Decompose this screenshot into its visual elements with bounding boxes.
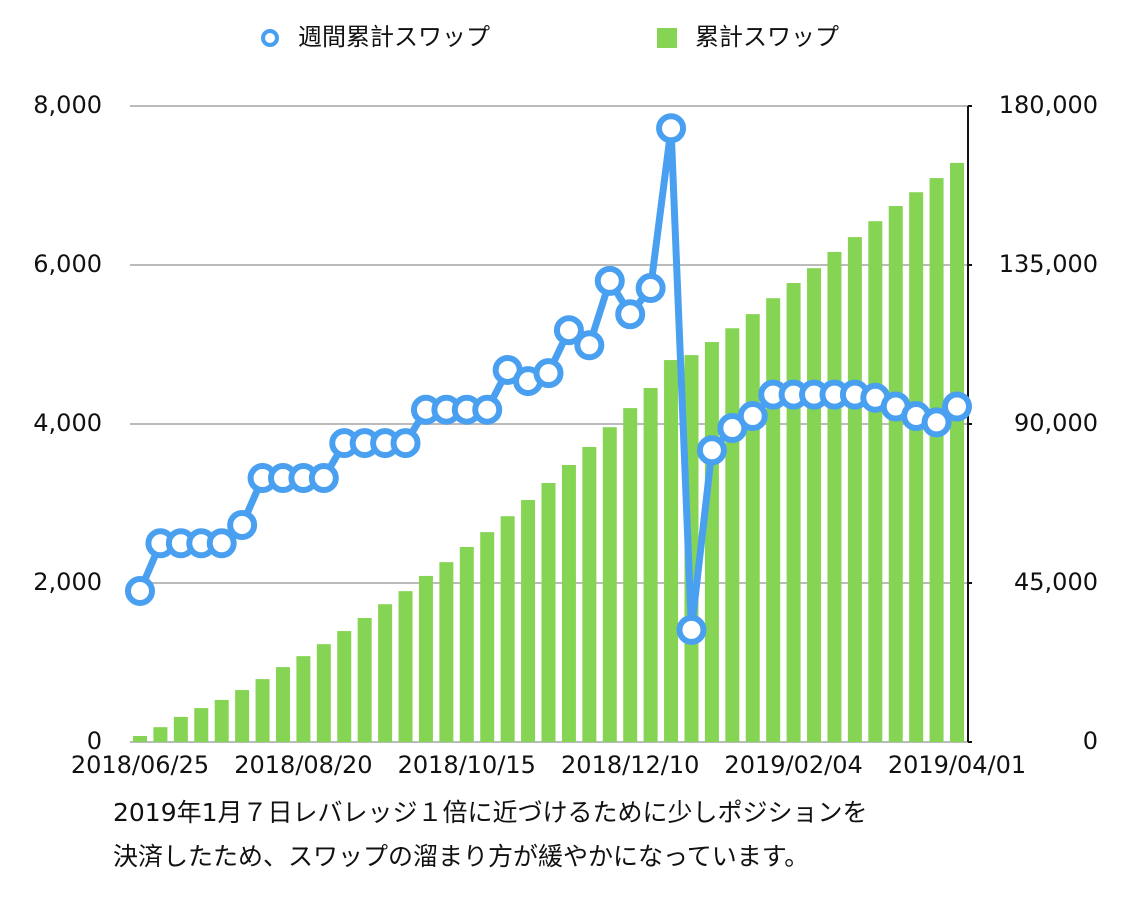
x-tick-label: 2018/12/10 (561, 751, 699, 779)
point (656, 113, 687, 144)
point (227, 509, 258, 540)
x-tick-label: 2019/04/01 (888, 751, 1026, 779)
bar (316, 644, 331, 742)
annotation: 決済したため、スワップの溜まり方が緩やかになっています。 (113, 842, 809, 871)
bar (418, 575, 433, 742)
point (635, 273, 666, 304)
point (737, 401, 768, 432)
bar (827, 251, 842, 742)
point (553, 315, 584, 346)
bar (929, 178, 944, 742)
point (308, 463, 339, 494)
point (390, 428, 421, 459)
y2-tick-label: 135,000 (999, 250, 1098, 278)
point (676, 614, 707, 645)
bar (582, 446, 597, 742)
bar (950, 162, 964, 743)
y-tick-label: 2,000 (33, 568, 102, 596)
legend-label: 週間累計スワップ (298, 23, 490, 51)
point (574, 330, 605, 361)
point (206, 528, 237, 559)
bar (664, 360, 679, 742)
point (533, 358, 564, 389)
point (125, 575, 155, 606)
point (472, 394, 503, 425)
bar (398, 591, 413, 742)
bar (133, 735, 147, 742)
bar (337, 631, 352, 742)
bar (439, 562, 454, 742)
bar (602, 427, 617, 742)
point (615, 299, 646, 330)
bar (194, 708, 209, 742)
bar (378, 604, 393, 742)
annotation: 2019年1月７日レバレッジ１倍に近づけるために少しポジションを (113, 798, 868, 827)
point (921, 407, 952, 438)
bar (173, 716, 188, 742)
bar (766, 298, 781, 742)
y2-tick-label: 45,000 (1014, 568, 1098, 596)
bar (275, 667, 290, 742)
bar (357, 617, 372, 742)
legend-marker (657, 28, 677, 48)
y-tick-label: 8,000 (33, 91, 102, 119)
y2-tick-label: 180,000 (999, 91, 1098, 119)
y2-tick-label: 90,000 (1014, 409, 1098, 437)
point (696, 435, 727, 466)
bar (847, 237, 862, 742)
bar (255, 679, 270, 742)
bar (480, 532, 495, 742)
x-tick-label: 2018/10/15 (398, 751, 536, 779)
y-tick-label: 6,000 (33, 250, 102, 278)
bar (888, 205, 903, 742)
bar (561, 464, 576, 742)
bar (296, 656, 311, 742)
bar (868, 221, 883, 743)
y2-tick-label: 0 (1083, 727, 1098, 755)
bar (623, 408, 638, 742)
bar (786, 283, 801, 742)
x-tick-label: 2018/08/20 (234, 751, 372, 779)
bar (459, 546, 474, 742)
bar (214, 699, 229, 742)
bar (745, 314, 760, 742)
bar (235, 690, 250, 742)
point (594, 265, 625, 296)
bar (541, 483, 556, 742)
bar (704, 342, 719, 742)
x-tick-label: 2019/02/04 (724, 751, 862, 779)
x-tick-label: 2018/06/25 (71, 751, 209, 779)
bar (807, 268, 822, 742)
bar (909, 192, 924, 743)
y-tick-label: 4,000 (33, 409, 102, 437)
point (942, 391, 972, 422)
bar (500, 516, 515, 742)
bar (521, 499, 536, 742)
y-tick-label: 0 (87, 727, 102, 755)
legend-label: 累計スワップ (695, 23, 839, 51)
bar (643, 387, 658, 742)
bar (153, 727, 168, 742)
bar (725, 328, 740, 742)
legend-marker (261, 29, 279, 47)
